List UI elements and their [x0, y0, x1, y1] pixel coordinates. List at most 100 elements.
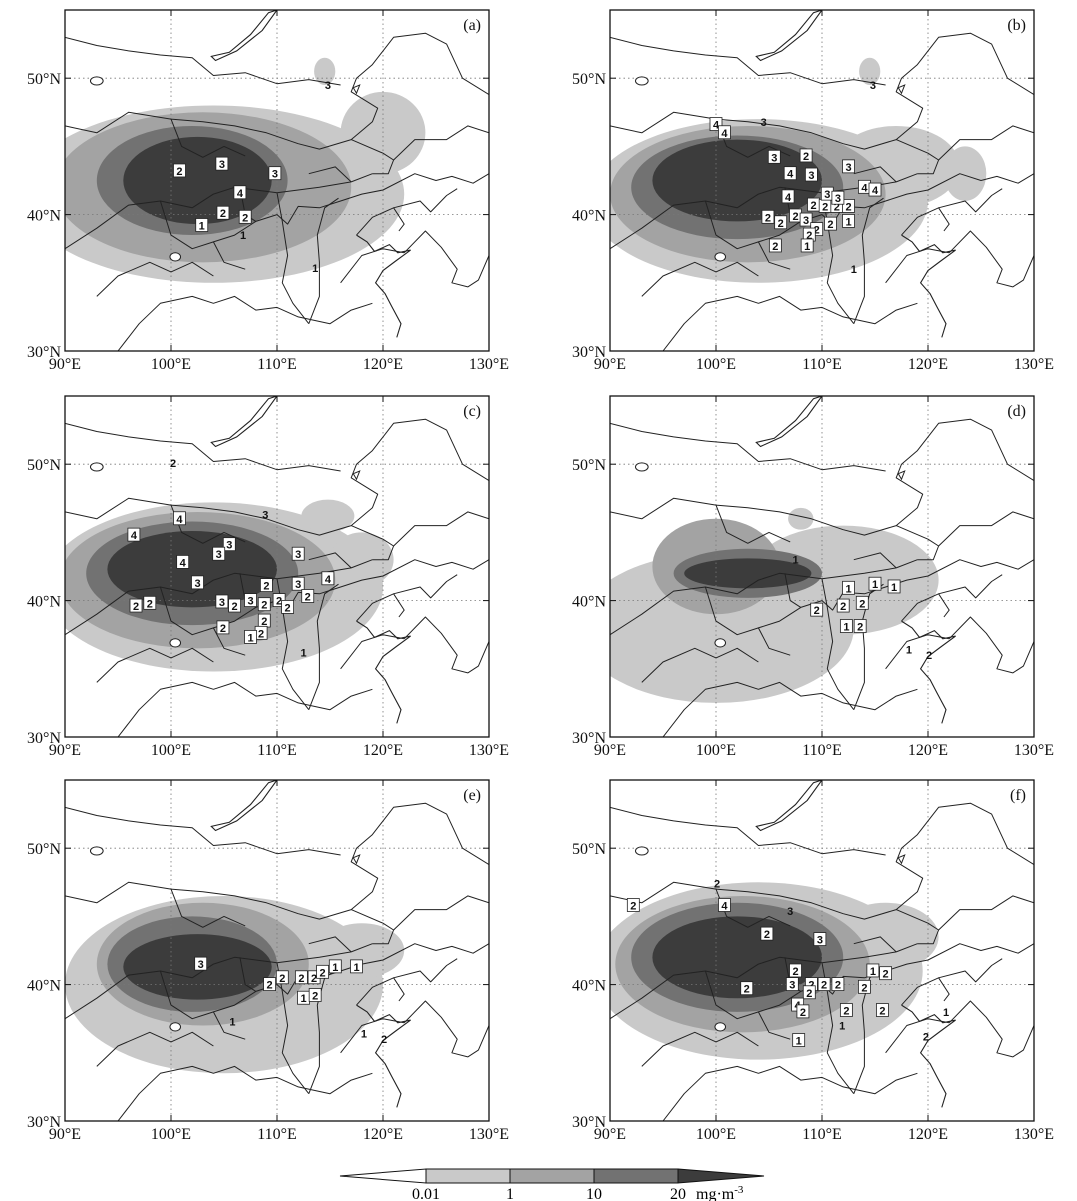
- y-tick-label: 30°N: [27, 1114, 61, 1131]
- site-marker: 2: [818, 199, 832, 213]
- site-marker-label: 3: [198, 959, 204, 971]
- boundary-line: [308, 197, 339, 324]
- site-marker-box: [858, 979, 871, 994]
- site-marker-label: 1: [240, 230, 246, 242]
- colorbar-high-triangle: [677, 1168, 765, 1184]
- boundary-line: [159, 970, 246, 1040]
- site-marker-label: 2: [285, 602, 291, 614]
- site-marker-label: 4: [785, 192, 792, 204]
- site-marker-box: [268, 166, 282, 181]
- coastline: [356, 620, 411, 724]
- panel-label: (c): [463, 403, 481, 420]
- site-marker-label: 4: [325, 574, 332, 586]
- site-marker: 2: [760, 926, 774, 941]
- site-marker: 4: [783, 166, 797, 181]
- site-marker-box: [718, 898, 731, 912]
- colorbar-label-2: 10: [586, 1186, 602, 1201]
- site-marker-box: [216, 205, 230, 220]
- site-marker-label: 1: [872, 579, 878, 591]
- colorbar-low-triangle: [339, 1168, 427, 1184]
- site-marker-label: 4: [721, 900, 728, 912]
- site-marker-box: [129, 598, 143, 613]
- x-tick-label: 100°E: [151, 356, 191, 373]
- boundary-line: [938, 125, 1034, 161]
- site-marker-label: 2: [267, 980, 273, 992]
- x-tick-label: 100°E: [696, 356, 736, 373]
- boundary-line: [938, 574, 1003, 599]
- site-marker: 3: [244, 593, 257, 608]
- boundary-line: [610, 418, 1034, 536]
- shade-level-1: [788, 507, 814, 530]
- site-marker-box: [842, 199, 855, 213]
- site-marker-label: 4: [872, 185, 879, 197]
- site-marker-box: [802, 985, 816, 1000]
- site-marker-box: [328, 959, 342, 974]
- boundary-line: [403, 616, 489, 674]
- boundary-line: [821, 578, 855, 711]
- boundary-line: [927, 173, 1034, 191]
- site-marker: 3: [191, 575, 204, 590]
- site-marker: 1: [328, 959, 342, 974]
- boundary-line: [117, 295, 373, 351]
- lake-outline: [755, 780, 823, 832]
- boundary-line: [308, 166, 352, 183]
- site-marker-box: [212, 546, 226, 561]
- site-marker-label: 2: [840, 601, 846, 613]
- site-marker-label: 1: [353, 962, 359, 974]
- x-tick-label: 90°E: [49, 1126, 81, 1143]
- site-marker: 2: [228, 598, 242, 613]
- site-marker-label: 4: [861, 182, 868, 194]
- site-marker-label: 2: [765, 212, 771, 224]
- site-marker-label: 3: [803, 215, 809, 227]
- colorbar-bin-1: [425, 1168, 511, 1184]
- site-marker-box: [294, 970, 308, 985]
- site-marker-label: 1: [312, 263, 318, 275]
- lake-outline: [634, 76, 649, 86]
- x-tick-label: 100°E: [696, 1126, 736, 1143]
- site-marker: 2: [824, 216, 837, 231]
- site-marker: 4: [868, 182, 882, 197]
- site-marker-label: 2: [276, 596, 282, 608]
- panel-plot-area: 11 1 12 2 21 21 2: [610, 396, 1034, 737]
- site-marker-label: 2: [926, 650, 932, 662]
- site-marker-box: [173, 511, 186, 526]
- x-tick-label: 110°E: [257, 742, 297, 759]
- site-marker: 3: [842, 159, 855, 174]
- x-tick-label: 120°E: [908, 1126, 948, 1143]
- site-marker: 3: [820, 186, 834, 201]
- boundary-line: [382, 559, 489, 577]
- site-marker-label: 3: [194, 578, 200, 590]
- site-marker: 2: [216, 205, 230, 220]
- site-marker: 3: [222, 537, 236, 552]
- site-marker: 2: [216, 620, 230, 635]
- site-marker: 2: [740, 981, 754, 996]
- boundary-line: [662, 295, 918, 351]
- x-tick-label: 120°E: [363, 742, 403, 759]
- site-marker: 1: [866, 963, 880, 978]
- lake-outline: [897, 854, 906, 865]
- boundary-line: [662, 1065, 918, 1121]
- site-marker-label: 2: [778, 218, 784, 230]
- x-tick-label: 130°E: [469, 356, 509, 373]
- boundary-line: [170, 888, 246, 928]
- site-marker-box: [291, 546, 305, 561]
- lake-outline: [210, 10, 278, 62]
- site-marker-label: 2: [320, 967, 326, 979]
- site-marker-label: 1: [804, 241, 810, 253]
- site-marker-label: 1: [943, 1007, 949, 1019]
- site-marker-label: 4: [713, 120, 720, 132]
- site-marker: 3: [787, 906, 793, 918]
- site-marker-box: [879, 966, 892, 981]
- x-tick-label: 90°E: [594, 1126, 626, 1143]
- shade-level-4: [652, 916, 822, 999]
- site-marker: 1: [842, 214, 855, 228]
- boundary-line: [393, 125, 489, 161]
- site-marker: 3: [805, 167, 818, 182]
- site-marker-label: 2: [814, 225, 820, 237]
- lake-outline: [634, 846, 649, 856]
- lake-outline: [210, 396, 278, 448]
- boundary-line: [853, 583, 884, 710]
- site-marker-box: [263, 977, 276, 991]
